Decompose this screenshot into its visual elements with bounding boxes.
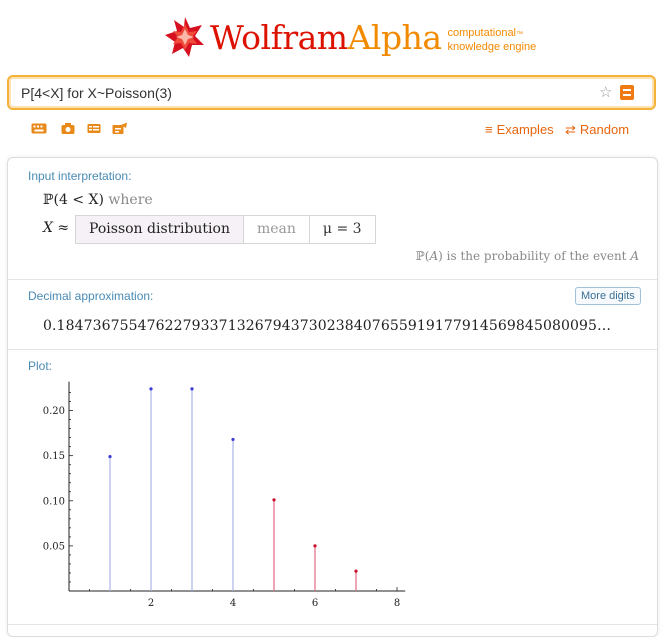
x-tick-label: 8 [394,598,400,609]
pod-title-decimal: Decimal approximation: [28,289,154,303]
random-link[interactable]: ⇄ Random [565,122,629,138]
note-var: A [429,249,439,263]
compute-button[interactable] [620,85,634,100]
note-var2: A [630,249,639,263]
x-tick-label: 4 [230,598,236,609]
examples-label: Examples [496,122,554,137]
data-point [149,387,153,391]
x-tick-label: 6 [312,598,318,609]
pod-divider [8,279,657,280]
x-tick-label: 2 [148,598,154,609]
probability-expression: ℙ(4 < X) where [43,192,153,208]
pod-divider [8,349,657,350]
prob-expr: ℙ(4 < X) [43,192,104,208]
note-pre: ℙ( [415,249,430,263]
list-icon: ≡ [485,122,493,137]
tagline-line2: knowledge engine [447,41,537,53]
logo-alpha-text: Alpha [347,17,442,57]
favorite-star-icon[interactable]: ☆ [599,84,613,101]
more-digits-button[interactable]: More digits [575,287,641,305]
search-input[interactable] [21,82,581,104]
data-point [272,498,276,502]
input-interpretation-pod: Input interpretation: ℙ(4 < X) where X ≈… [8,158,657,279]
logo-tagline: computational™ knowledge engine [448,27,537,53]
wolframalpha-logo[interactable]: Wolfram Alpha computational™ knowledge en… [164,14,536,60]
distribution-table: Poisson distribution mean μ = 3 [75,215,376,244]
data-point [108,454,112,459]
random-variable: X ≈ [43,220,70,236]
examples-link[interactable]: ≡ Examples [485,122,554,137]
tagline-tm: ™ [516,31,524,38]
pod-title-input: Input interpretation: [28,169,132,183]
y-tick-label: 0.05 [43,541,65,552]
random-label: Random [579,122,630,137]
data-point [190,387,194,391]
probability-note: ℙ(A) is the probability of the event A [416,249,639,263]
search-bar: ☆ [7,75,656,110]
table-icon[interactable] [87,122,101,135]
y-tick-label: 0.20 [43,406,65,417]
data-point [354,569,358,573]
where-word: where [108,192,153,208]
pod-divider [8,624,657,625]
data-point [231,437,235,442]
logo-wolfram-text: Wolfram [210,17,348,57]
random-input-icon[interactable] [112,122,128,135]
keyboard-icon[interactable] [31,122,47,135]
camera-icon[interactable] [61,122,75,135]
results-panel: Input interpretation: ℙ(4 < X) where X ≈… [7,157,658,637]
distribution-name: Poisson distribution [76,216,244,243]
poisson-plot: 2 4 6 8 0.05 0.10 0.15 0.20 [43,381,406,609]
note-mid: ) is the probability of the event [438,249,631,263]
tagline-line1: computational [447,27,517,39]
data-point [313,544,317,548]
param-label: mean [244,216,310,243]
param-value: μ = 3 [322,221,362,237]
y-tick-label: 0.15 [43,451,65,462]
spikey-logo-icon [165,17,204,57]
shuffle-icon: ⇄ [565,122,576,137]
pod-title-plot: Plot: [28,359,53,373]
decimal-value: 0.18473675547622793371326794373023840765… [43,318,612,334]
y-tick-label: 0.10 [43,496,65,507]
